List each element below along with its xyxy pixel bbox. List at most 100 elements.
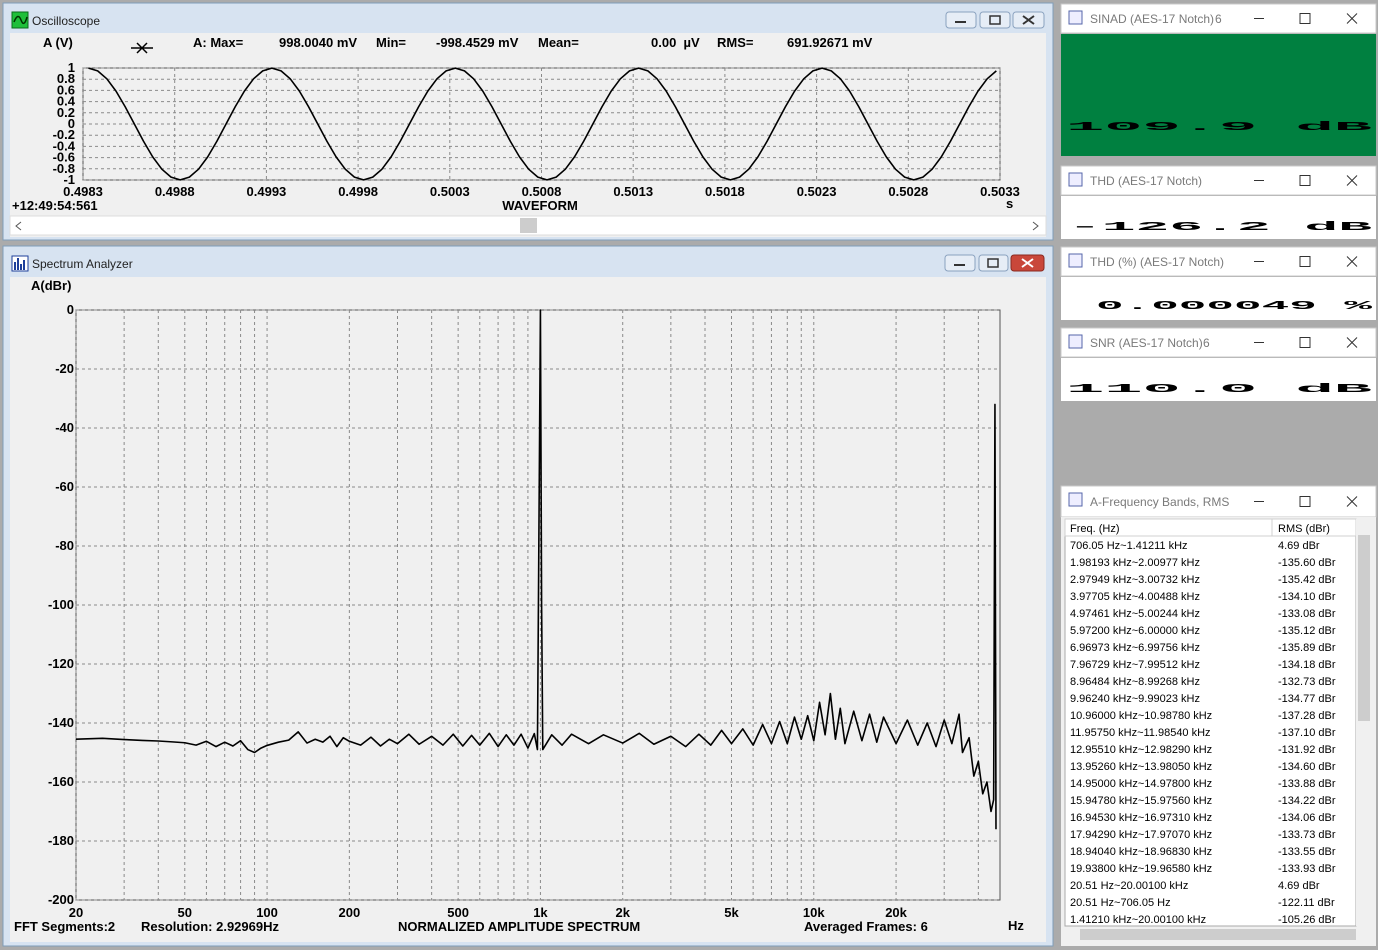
h-scroll-thumb[interactable] [1080, 929, 1356, 940]
meter-display [1061, 196, 1376, 239]
window-buttons [944, 254, 1045, 272]
y-tick-label: -0.8 [53, 161, 75, 176]
maximize-button[interactable] [1299, 256, 1311, 267]
x-tick-label: 0.5023 [797, 184, 837, 199]
band-range: 1.41210 kHz~20.00100 kHz [1070, 914, 1206, 926]
band-range: 17.94290 kHz~17.97070 kHz [1070, 829, 1212, 841]
cursor-marker [131, 42, 153, 54]
y-tick-label: -120 [48, 656, 74, 671]
band-rms: -134.06 dBr [1278, 812, 1336, 824]
band-range: 7.96729 kHz~7.99512 kHz [1070, 659, 1200, 671]
maximize-button[interactable] [979, 11, 1011, 29]
band-range: 12.95510 kHz~12.98290 kHz [1070, 744, 1212, 756]
app-icon [1068, 253, 1083, 268]
v-scroll-thumb[interactable] [1358, 535, 1370, 721]
fft-segments: FFT Segments:2 [14, 919, 115, 934]
x-tick-label: 0.5003 [430, 184, 470, 199]
close-button[interactable] [1346, 175, 1358, 186]
band-rms: -133.93 dBr [1278, 863, 1336, 875]
band-range: 19.93800 kHz~19.96580 kHz [1070, 863, 1212, 875]
y-tick-label: -40 [55, 420, 74, 435]
close-button[interactable] [1346, 337, 1358, 348]
band-range: 15.94780 kHz~15.97560 kHz [1070, 795, 1212, 807]
x-tick-label: 0.5028 [888, 184, 928, 199]
y-tick-label: 0.6 [57, 82, 75, 97]
oscilloscope-icon-wave [13, 15, 28, 25]
readout-label: RMS= [717, 35, 754, 50]
table-body [1064, 518, 1357, 927]
scroll-left[interactable] [15, 221, 22, 231]
y-tick-label: -0.6 [53, 150, 75, 165]
maximize-button[interactable] [1299, 175, 1311, 186]
x-axis-unit: s [1006, 196, 1013, 211]
band-rms: -133.88 dBr [1278, 778, 1336, 790]
band-rms: -132.73 dBr [1278, 676, 1336, 688]
window-title: Spectrum Analyzer [32, 257, 133, 271]
timestamp: +12:49:54:561 [12, 198, 98, 213]
scroll-right[interactable] [1032, 221, 1039, 231]
y-tick-label: -20 [55, 361, 74, 376]
band-rms: -134.22 dBr [1278, 795, 1336, 807]
close-button[interactable] [1346, 13, 1358, 24]
y-tick-label: 0.4 [57, 94, 76, 109]
x-tick-label: 0.4998 [338, 184, 378, 199]
meter-channel: 6 [1203, 336, 1210, 350]
band-rms: -135.60 dBr [1278, 557, 1336, 569]
meter-value: -126.2 dB [1068, 220, 1372, 234]
band-range: 3.97705 kHz~4.00488 kHz [1070, 591, 1200, 603]
x-axis-title: WAVEFORM [502, 198, 578, 213]
title-bar [1060, 3, 1377, 34]
meter-value: 109.9 dB [1066, 120, 1372, 134]
resolution: Resolution: 2.92969Hz [141, 919, 279, 934]
bands-window: A-Frequency Bands, RMS Freq. (Hz) RMS (dBr… [1060, 485, 1377, 946]
meter-title: SINAD (AES-17 Notch) [1090, 12, 1214, 26]
x-tick-label: 0.5033 [980, 184, 1020, 199]
meter-display [1061, 358, 1376, 401]
x-tick-label: 500 [447, 905, 469, 920]
band-range: 13.95260 kHz~13.98050 kHz [1070, 761, 1212, 773]
x-tick-label: 5k [724, 905, 739, 920]
window-title: Oscilloscope [32, 14, 100, 28]
band-range: 706.05 Hz~1.41211 kHz [1070, 540, 1188, 552]
band-range: 6.96973 kHz~6.99756 kHz [1070, 642, 1200, 654]
band-rms: -135.42 dBr [1278, 574, 1336, 586]
x-tick-label: 2k [615, 905, 630, 920]
window-title: A-Frequency Bands, RMS [1090, 495, 1229, 509]
maximize-glyph [989, 15, 1001, 25]
band-range: 5.97200 kHz~6.00000 kHz [1070, 625, 1200, 637]
close-button[interactable] [1346, 256, 1358, 267]
minimize-button[interactable] [944, 254, 976, 272]
maximize-button[interactable] [1299, 13, 1311, 24]
title-bar [1060, 246, 1377, 277]
y-axis-title: A(dBr) [31, 278, 71, 293]
close-button[interactable] [1346, 496, 1358, 507]
y-tick-label: 0.2 [57, 105, 75, 120]
y-tick-label: -160 [48, 774, 74, 789]
y-tick-label: 0 [67, 302, 74, 317]
maximize-button[interactable] [1299, 337, 1311, 348]
band-rms: -134.60 dBr [1278, 761, 1336, 773]
maximize-glyph [987, 258, 999, 268]
app-icon [1068, 334, 1083, 349]
y-tick-label: -200 [48, 892, 74, 907]
band-rms: -134.77 dBr [1278, 693, 1336, 705]
meter-display [1061, 34, 1376, 156]
y-tick-label: -100 [48, 597, 74, 612]
band-range: 11.95750 kHz~11.98540 kHz [1070, 727, 1211, 739]
meter-title: THD (%) (AES-17 Notch) [1090, 255, 1224, 269]
x-axis-unit: Hz [1008, 918, 1024, 933]
maximize-button[interactable] [978, 254, 1009, 272]
minimize-button[interactable] [945, 11, 977, 29]
band-rms: 4.69 dBr [1278, 880, 1320, 892]
maximize-button[interactable] [1299, 496, 1311, 507]
x-tick-label: 50 [178, 905, 192, 920]
band-rms: -137.28 dBr [1278, 710, 1336, 722]
scroll-thumb[interactable] [520, 218, 537, 233]
title-bar [1060, 165, 1377, 196]
meter-value: 0.000049 % [1096, 299, 1375, 313]
title-bar [1060, 327, 1377, 358]
y-tick-label: 1 [68, 60, 75, 75]
meter-value: 110.0 dB [1066, 382, 1372, 396]
